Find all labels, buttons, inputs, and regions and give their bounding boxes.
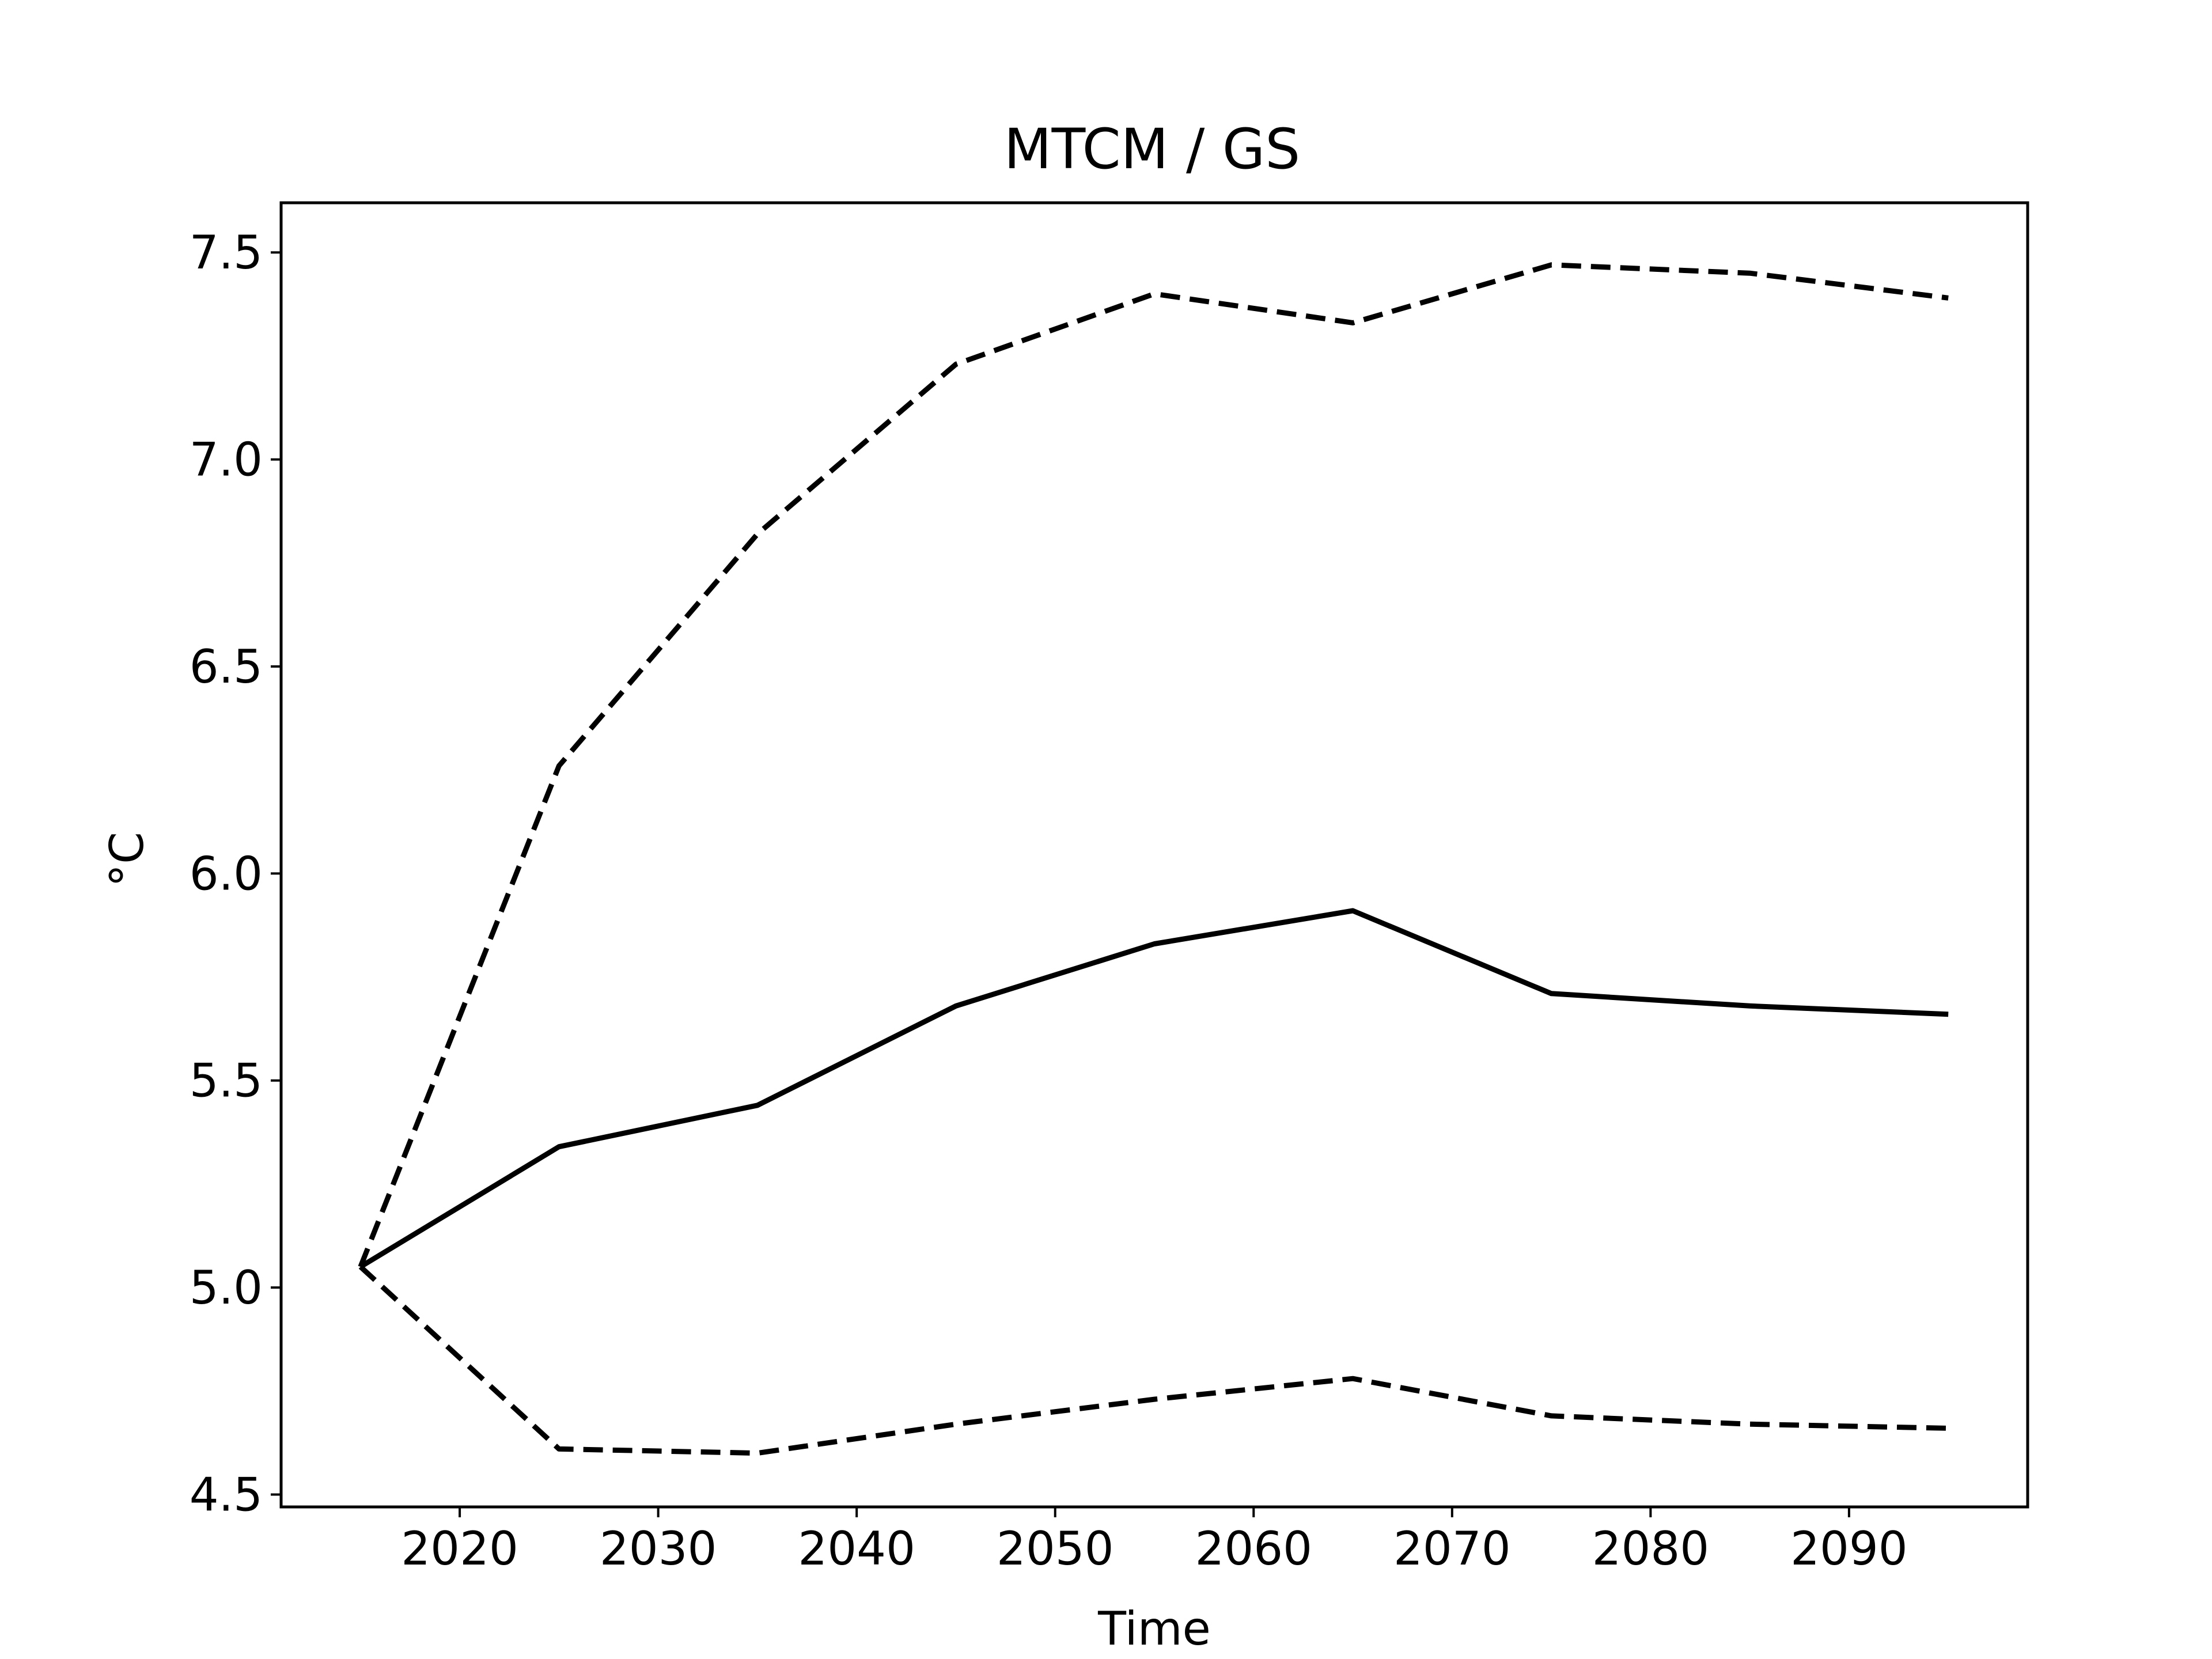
upper-bound-dashed-line (358, 262, 1949, 1268)
chart-title: MTCM / GS (1004, 117, 1300, 181)
plot-frame (279, 201, 2029, 1509)
x-tick-label: 2070 (1393, 1522, 1511, 1575)
y-tick-label: 7.5 (190, 226, 263, 279)
x-tick-label: 2020 (401, 1522, 518, 1575)
x-axis-label: Time (1097, 1602, 1211, 1656)
x-axis-ticks: 2020 2030 2040 2050 2060 2070 2080 2090 (401, 1507, 1908, 1575)
y-axis-ticks: 4.5 5.0 5.5 6.0 6.5 7.0 7.5 (190, 226, 281, 1521)
y-tick-label: 5.5 (190, 1054, 263, 1108)
x-tick-label: 2080 (1592, 1522, 1710, 1575)
y-tick-label: 6.0 (190, 847, 263, 900)
x-tick-label: 2030 (600, 1522, 717, 1575)
y-tick-label: 5.0 (190, 1261, 263, 1315)
y-tick-label: 6.5 (190, 640, 263, 694)
y-axis-label: °C (100, 832, 154, 887)
lower-bound-dashed-line (358, 1264, 1949, 1456)
series-layer (358, 262, 1949, 1456)
x-tick-label: 2050 (997, 1522, 1114, 1575)
x-tick-label: 2060 (1195, 1522, 1312, 1575)
x-tick-label: 2090 (1790, 1522, 1908, 1575)
y-tick-label: 7.0 (190, 433, 263, 487)
mean-solid-line (359, 908, 1949, 1269)
y-tick-label: 4.5 (190, 1468, 263, 1521)
x-tick-label: 2040 (798, 1522, 915, 1575)
